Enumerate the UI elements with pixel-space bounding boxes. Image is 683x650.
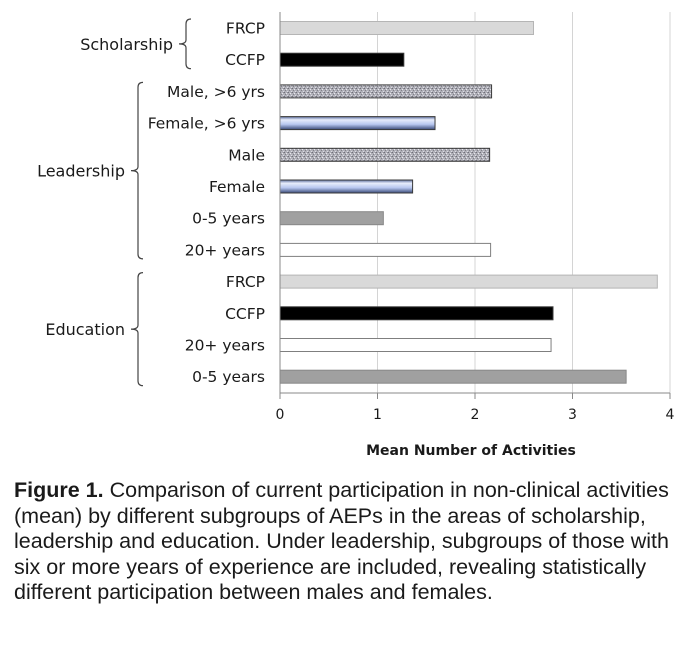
category-label: Female, >6 yrs [148,115,265,133]
bar [279,21,534,35]
category-label: Male, >6 yrs [167,83,265,101]
group-bracket [130,272,144,387]
x-tick-label: 2 [471,407,480,423]
figure-label: Figure 1. [14,478,104,502]
x-axis: 0 1 2 3 4 [276,12,675,423]
bar [279,242,492,257]
group-label: Scholarship [80,35,173,54]
bar [279,306,554,321]
bar [279,116,436,131]
category-labels: FRCP CCFP Male, >6 yrs Female, >6 yrs Male Fe… [148,20,265,387]
group-bracket [178,18,192,70]
category-label: 0-5 years [192,368,265,386]
figure-caption: Figure 1. Comparison of current particip… [14,478,674,606]
category-label: Female [209,178,265,196]
category-label: FRCP [226,20,265,38]
group-bracket [130,81,144,260]
x-axis-title: Mean Number of Activities [366,443,576,459]
group-label: Leadership [37,162,125,181]
bar [279,179,414,194]
bar [279,147,491,162]
x-tick-label: 1 [373,407,382,423]
category-label: 0-5 years [192,210,265,228]
bar [279,52,405,67]
category-label: CCFP [225,51,265,69]
caption-text: Comparison of current participation in n… [14,478,669,604]
category-label: FRCP [226,273,265,291]
bars [279,21,658,384]
bar [279,369,627,384]
x-tick-label: 3 [568,407,577,423]
grid-lines [377,12,671,393]
bar [279,211,384,226]
group-brackets: Scholarship Leadership Education [37,18,192,387]
bar-chart: 0 1 2 3 4 FRCP CCFP Male, >6 yrs Female, >6 yrs… [37,12,675,459]
category-label: Male [228,146,265,164]
bar [279,84,493,99]
category-label: 20+ years [185,241,265,259]
x-tick-label: 4 [666,407,675,423]
bar [279,338,552,352]
group-label: Education [45,320,125,339]
bar [279,274,658,289]
x-tick-label: 0 [276,407,285,423]
category-label: CCFP [225,305,265,323]
category-label: 20+ years [185,337,265,355]
